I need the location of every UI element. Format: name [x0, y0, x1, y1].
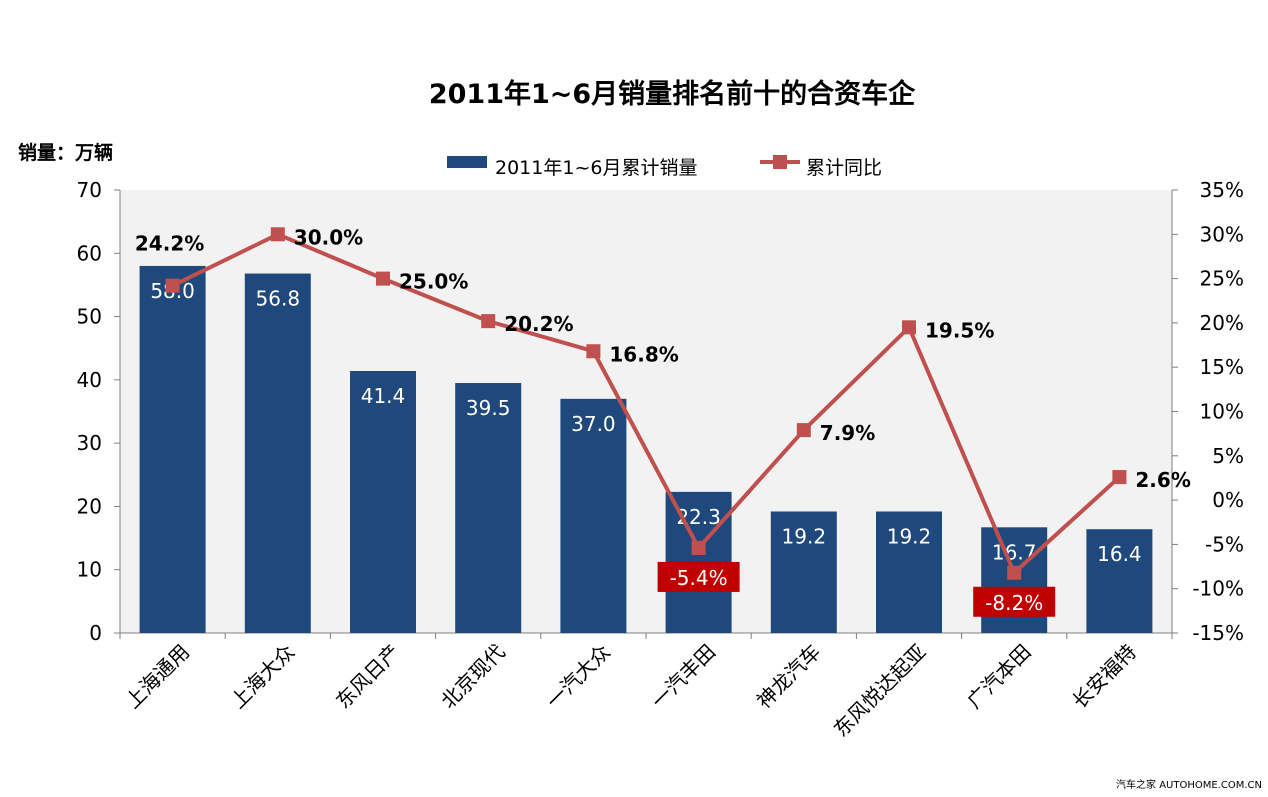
bar	[139, 265, 206, 633]
left-tick-label: 60	[77, 241, 102, 265]
axes: 0 10 20 30 40 50 60 70 -15% -10% -5% 0% 5% 10% 15% 20% 2…	[77, 178, 1244, 645]
left-tick-label: 30	[77, 431, 102, 455]
yoy-line	[171, 232, 1121, 577]
left-tick-label: 20	[77, 494, 102, 518]
left-tick-label: 10	[77, 558, 102, 582]
bar-value-label: 41.4	[361, 384, 406, 408]
right-tick-label: 15%	[1200, 355, 1244, 379]
bar	[244, 273, 311, 633]
yoy-value-label: -8.2%	[985, 591, 1043, 615]
yoy-marker	[691, 540, 706, 555]
yoy-value-label: 7.9%	[820, 421, 875, 445]
bar-value-label: 56.8	[256, 287, 301, 311]
left-tick-label: 70	[77, 178, 102, 202]
category-label: 神龙汽车	[752, 640, 826, 714]
category-labels: 上海通用 上海大众 东风日产 北京现代 一汽大众 一汽丰田 神龙汽车 东风悦达起亚 广汽本田 长安…	[121, 640, 1141, 742]
line-series: 24.2% 30.0% 25.0% 20.2% 16.8% -5.4% 7.9% 19.5% -…	[135, 225, 1191, 617]
left-tick-label: 50	[77, 305, 102, 329]
yoy-value-label: 19.5%	[925, 318, 994, 342]
bar	[350, 370, 416, 633]
yoy-value-label: 24.2%	[135, 232, 204, 256]
category-label: 东风日产	[331, 640, 405, 714]
yoy-value-label: 2.6%	[1135, 468, 1190, 492]
bar-value-label: 39.5	[466, 396, 511, 420]
bar-value-label: 19.2	[782, 524, 827, 548]
right-tick-label: 5%	[1212, 444, 1244, 468]
yoy-marker	[270, 227, 285, 242]
yoy-value-label: 25.0%	[399, 270, 468, 294]
bar-value-label: 37.0	[571, 412, 616, 436]
left-tick-label: 0	[89, 621, 102, 645]
category-label: 上海通用	[121, 640, 195, 714]
right-tick-label: -15%	[1192, 621, 1244, 645]
right-tick-label: 30%	[1200, 222, 1244, 246]
legend-bar-swatch	[447, 156, 487, 168]
category-label: 长安福特	[1067, 640, 1141, 714]
yoy-value-label: 30.0%	[294, 225, 363, 249]
category-label: 一汽丰田	[647, 640, 721, 714]
bar	[560, 398, 627, 633]
right-tick-label: 10%	[1200, 400, 1244, 424]
right-tick-label: -10%	[1192, 577, 1244, 601]
category-label: 北京现代	[436, 640, 510, 714]
yoy-marker	[586, 344, 601, 359]
footer-watermark: 汽车之家 AUTOHOME.COM.CN	[1116, 778, 1262, 791]
right-tick-label: 25%	[1200, 267, 1244, 291]
yoy-value-label: 20.2%	[504, 312, 573, 336]
yoy-marker	[902, 320, 916, 335]
bar-value-label: 19.2	[887, 524, 932, 548]
category-label: 上海大众	[226, 640, 300, 714]
chart-title: 2011年1~6月销量排名前十的合资车企	[429, 78, 916, 110]
right-tick-label: -5%	[1205, 532, 1244, 556]
yoy-marker	[1112, 470, 1127, 485]
category-label: 东风悦达起亚	[829, 640, 931, 742]
yoy-label-bg	[973, 586, 1056, 617]
left-axis-label: 销量：万辆	[18, 141, 113, 164]
right-tick-label: 20%	[1200, 311, 1244, 335]
yoy-marker	[796, 423, 811, 438]
bars	[139, 265, 1153, 633]
legend-bar-label: 2011年1~6月累计销量	[495, 157, 697, 179]
bar-value-label: 16.4	[1097, 542, 1142, 566]
yoy-label-bg	[657, 561, 740, 592]
yoy-marker	[1007, 565, 1022, 580]
category-label: 广汽本田	[962, 640, 1036, 714]
legend-line-marker	[773, 155, 787, 169]
legend: 2011年1~6月累计销量 累计同比	[447, 155, 882, 179]
left-tick-label: 40	[77, 368, 102, 392]
bar-labels: 58.056.841.439.537.022.319.219.216.716.4	[150, 279, 1141, 566]
yoy-marker	[165, 278, 180, 293]
right-tick-label: 0%	[1212, 488, 1244, 512]
category-label: 一汽大众	[541, 640, 615, 714]
yoy-marker	[481, 314, 496, 329]
bar	[1086, 529, 1153, 633]
bar	[876, 511, 942, 633]
yoy-marker	[376, 271, 390, 286]
yoy-value-label: -5.4%	[670, 566, 728, 590]
yoy-value-label: 16.8%	[609, 342, 678, 366]
legend-line-label: 累计同比	[806, 157, 882, 179]
bar	[455, 383, 522, 633]
right-tick-label: 35%	[1200, 178, 1244, 202]
bar	[770, 511, 837, 633]
